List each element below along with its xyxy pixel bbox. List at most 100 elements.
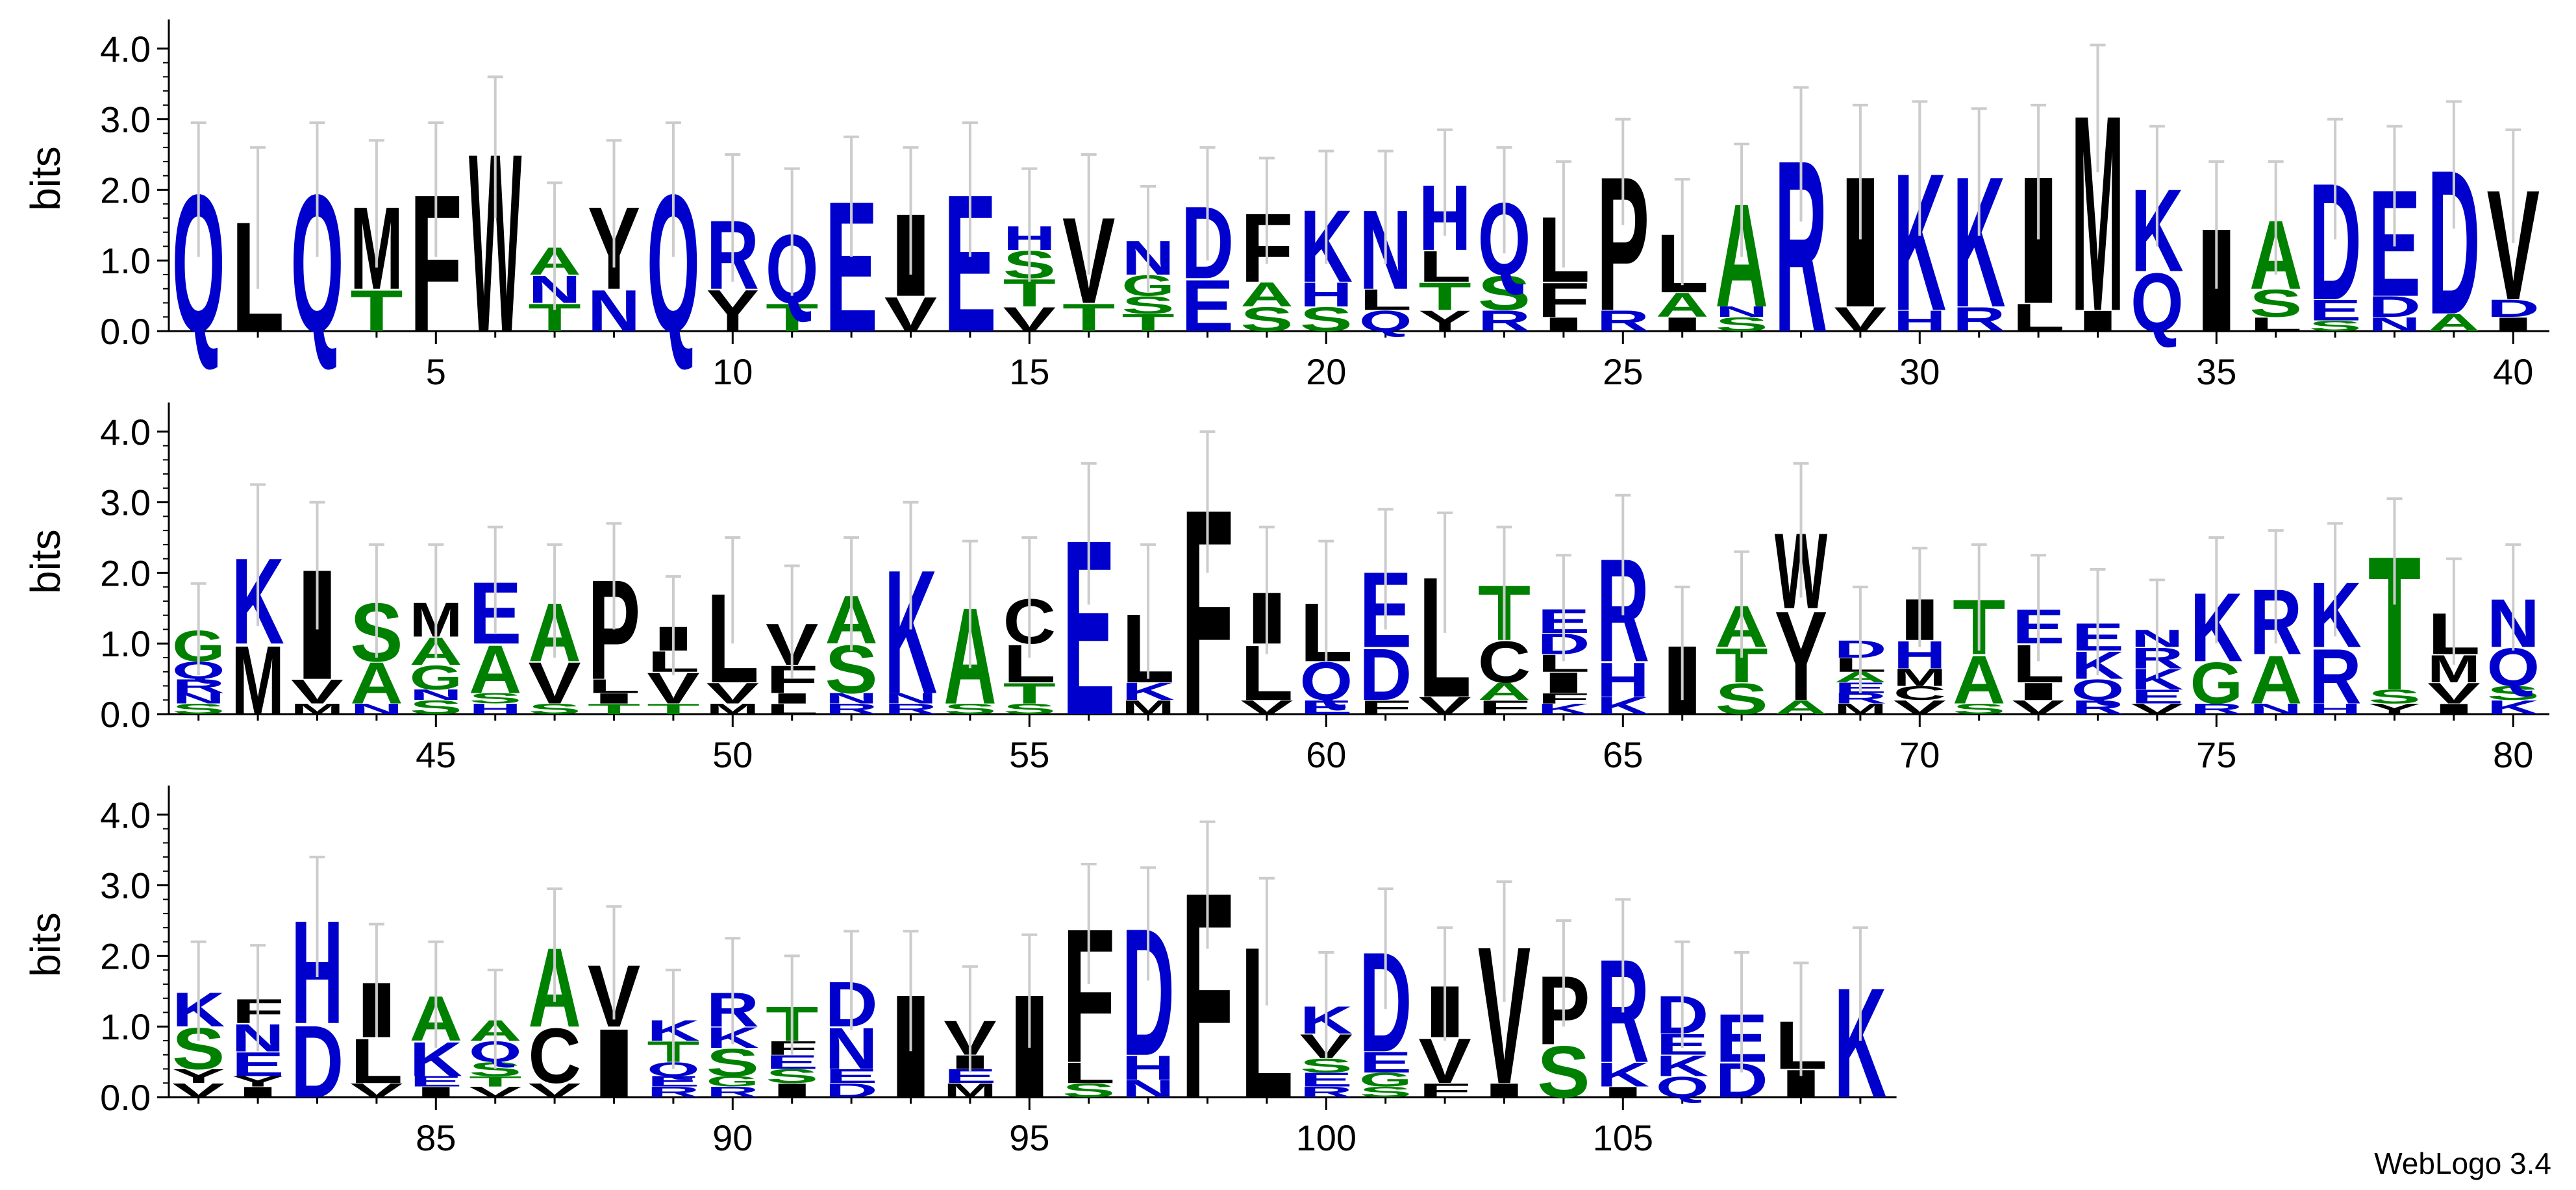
glyph-S: S (410, 697, 462, 719)
y-tick-label: 3.0 (100, 482, 151, 523)
glyph-N: N (1121, 1075, 1174, 1102)
glyph-Q: Q (2131, 255, 2183, 349)
x-tick-label: 65 (1603, 734, 1643, 775)
glyph-N: N (172, 690, 225, 706)
glyph-L: L (2012, 296, 2064, 340)
glyph-T: T (469, 1073, 521, 1089)
glyph-D: D (2368, 291, 2421, 324)
glyph-R: R (172, 675, 225, 697)
glyph-A: A (2249, 642, 2302, 719)
glyph-N: N (884, 690, 937, 706)
x-tick-label: 55 (1009, 734, 1049, 775)
glyph-D: D (825, 1080, 877, 1102)
y-tick-label: 1.0 (100, 1006, 151, 1047)
glyph-S: S (707, 1041, 759, 1084)
glyph-I: I (1656, 314, 1708, 336)
glyph-I: I (410, 1084, 462, 1100)
glyph-Q: Q (2071, 674, 2124, 707)
y-tick-label: 2.0 (100, 169, 151, 210)
glyph-A: A (2427, 309, 2480, 336)
glyph-A: A (1478, 678, 1531, 705)
glyph-Y: Y (172, 1065, 225, 1087)
glyph-I: I (2487, 314, 2540, 336)
glyph-A: A (1953, 642, 2005, 719)
glyph-F: F (1537, 690, 1590, 706)
glyph-Y: Y (1775, 585, 1827, 727)
glyph-V: V (1240, 697, 1293, 719)
glyph-S: S (766, 1065, 818, 1087)
glyph-M: M (1121, 697, 1174, 719)
glyph-H: H (2308, 701, 2361, 717)
glyph-M: M (1834, 701, 1886, 717)
glyph-D: D (291, 1004, 344, 1119)
glyph-E: E (1359, 1046, 1412, 1079)
glyph-I: I (766, 690, 818, 706)
glyph-R: R (825, 701, 877, 717)
x-tick-label: 45 (416, 734, 456, 775)
glyph-I: I (2071, 304, 2124, 338)
glyph-S: S (2249, 282, 2302, 325)
glyph-L: L (350, 1026, 403, 1097)
glyph-T: T (1062, 296, 1115, 340)
glyph-V: V (2012, 697, 2064, 719)
glyph-N: N (2368, 314, 2421, 336)
y-tick-label: 4.0 (100, 29, 151, 69)
glyph-V: V (2427, 677, 2480, 710)
glyph-S: S (1121, 291, 1174, 319)
glyph-A: A (469, 632, 521, 708)
glyph-V: V (1894, 697, 1946, 719)
y-tick-label: 4.0 (100, 412, 151, 452)
glyph-Y: Y (707, 278, 759, 344)
glyph-N: N (1715, 304, 1768, 320)
glyph-L: L (1359, 284, 1412, 317)
glyph-R: R (884, 701, 937, 717)
glyph-Q: Q (1359, 304, 1412, 338)
glyph-K: K (1121, 678, 1175, 705)
glyph-V: V (884, 287, 937, 341)
glyph-T: T (350, 278, 403, 344)
y-axis-label: bits (22, 529, 69, 594)
glyph-N: N (2249, 701, 2302, 717)
glyph-L: L (588, 675, 640, 697)
glyph-R: R (2190, 701, 2243, 717)
y-tick-label: 0.0 (100, 694, 151, 735)
glyph-C: C (1894, 682, 1946, 704)
glyph-V: V (291, 673, 344, 711)
glyph-E: E (410, 1073, 462, 1089)
glyph-E: E (1181, 265, 1234, 347)
glyph-N: N (825, 690, 877, 706)
glyph-V: V (1418, 692, 1471, 719)
glyph-H: H (1894, 304, 1946, 338)
glyph-E: E (825, 1065, 877, 1087)
glyph-A: A (350, 650, 403, 716)
glyph-Q: Q (1656, 1071, 1708, 1104)
glyph-E: E (2131, 686, 2183, 708)
x-tick-label: 5 (426, 351, 446, 392)
x-tick-label: 40 (2493, 351, 2533, 392)
x-tick-label: 90 (712, 1117, 753, 1158)
glyph-K: K (1597, 692, 1650, 719)
glyph-E: E (1300, 697, 1353, 719)
glyph-S: S (944, 701, 996, 717)
y-tick-label: 3.0 (100, 99, 151, 140)
glyph-R: R (1300, 1084, 1353, 1100)
glyph-F: F (1359, 697, 1412, 719)
x-tick-label: 100 (1296, 1117, 1357, 1158)
x-tick-label: 60 (1306, 734, 1346, 775)
glyph-T: T (766, 296, 818, 340)
glyph-K: K (2487, 697, 2540, 719)
glyph-S: S (1715, 314, 1768, 336)
y-tick-label: 3.0 (100, 865, 151, 906)
x-tick-label: 105 (1593, 1117, 1653, 1158)
glyph-L: L (1418, 242, 1471, 291)
glyph-F: F (1478, 697, 1531, 719)
weblogo-version-label: WebLogo 3.4 (2374, 1147, 2551, 1180)
glyph-Y: Y (231, 1073, 284, 1089)
glyph-D: D (1359, 634, 1412, 715)
y-tick-label: 2.0 (100, 552, 151, 593)
glyph-N: N (410, 687, 462, 703)
glyph-R: R (2308, 632, 2361, 720)
glyph-L: L (766, 701, 818, 717)
y-axis-label: bits (22, 146, 69, 211)
glyph-S: S (528, 701, 581, 717)
